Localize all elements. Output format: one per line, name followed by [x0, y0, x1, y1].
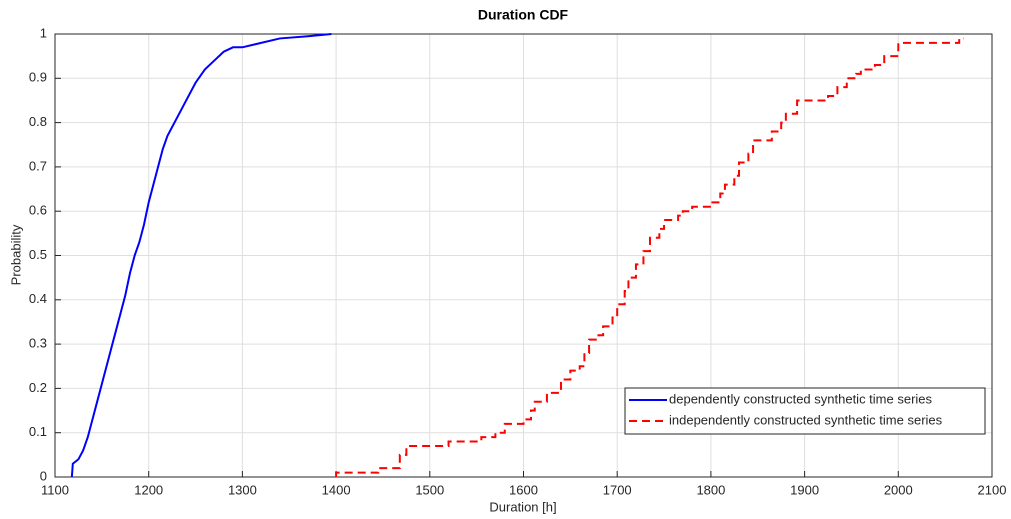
- x-tick-label: 1800: [696, 482, 725, 497]
- x-tick-label: 1400: [322, 482, 351, 497]
- series-line: [335, 37, 964, 477]
- x-tick-label: 1600: [509, 482, 538, 497]
- legend-label: independently constructed synthetic time…: [669, 412, 943, 427]
- y-tick-label: 1: [40, 25, 47, 40]
- axes-box: [54, 33, 993, 478]
- y-tick-label: 0.6: [29, 203, 47, 218]
- x-tick-label: 1200: [134, 482, 163, 497]
- y-tick-label: 0.7: [29, 158, 47, 173]
- x-axis-label: Duration [h]: [489, 499, 556, 514]
- x-tick-label: 1500: [415, 482, 444, 497]
- series-line: [70, 33, 332, 478]
- y-tick-label: 0.4: [29, 291, 47, 306]
- y-tick-label: 0.2: [29, 380, 47, 395]
- legend-box: [624, 387, 986, 435]
- x-tick-label: 1100: [41, 482, 69, 497]
- x-tick-label: 2000: [884, 482, 913, 497]
- x-tick-label: 1900: [790, 482, 819, 497]
- y-tick-label: 0.1: [29, 424, 47, 439]
- legend-label: dependently constructed synthetic time s…: [669, 391, 933, 406]
- y-axis-label: Probability: [8, 224, 23, 285]
- y-tick-label: 0.3: [29, 336, 47, 351]
- x-tick-label: 1300: [228, 482, 257, 497]
- y-tick-label: 0: [40, 468, 47, 483]
- x-tick-label: 1700: [603, 482, 632, 497]
- y-tick-label: 0.9: [29, 70, 47, 85]
- y-tick-label: 0.8: [29, 114, 47, 129]
- legend: dependently constructed synthetic time s…: [624, 387, 986, 435]
- y-tick-label: 0.5: [29, 247, 47, 262]
- x-tick-label: 2100: [978, 482, 1007, 497]
- chart-title: Duration CDF: [478, 7, 569, 23]
